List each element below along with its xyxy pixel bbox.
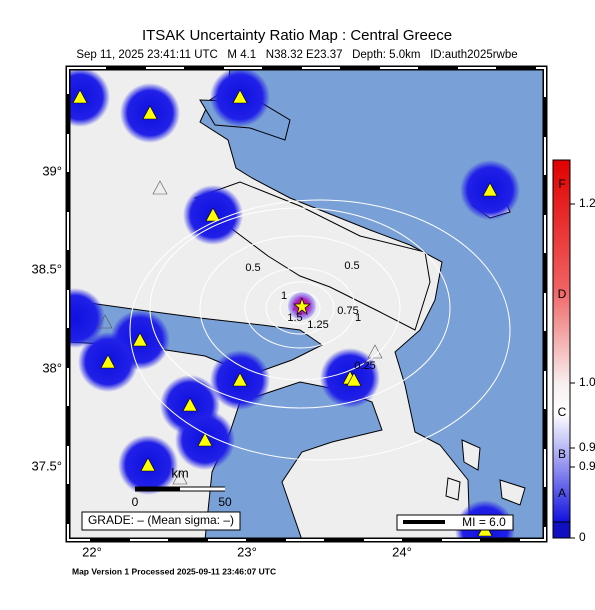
scale-end: 50 xyxy=(218,495,232,509)
station xyxy=(72,89,88,104)
values: 1.0 xyxy=(579,375,595,389)
station-zone xyxy=(68,288,105,348)
map-area xyxy=(68,68,545,540)
contour-labels: 1.25 xyxy=(307,319,328,331)
station xyxy=(142,105,158,120)
colorbar-base xyxy=(552,521,571,539)
grade-box xyxy=(81,511,241,531)
map-mi-box: MI = 6.0 xyxy=(462,515,506,529)
station xyxy=(197,432,213,447)
contour-labels: 0.25 xyxy=(354,360,375,372)
contours xyxy=(129,199,511,461)
contour-labels: 0.5 xyxy=(344,260,359,272)
station xyxy=(152,180,168,195)
station xyxy=(132,332,148,347)
contour-labels: 1 xyxy=(281,290,287,302)
station xyxy=(140,457,156,472)
values: 1.2 xyxy=(579,196,595,210)
map-footer: Map Version 1 Processed 2025-09-11 23:46… xyxy=(72,566,276,576)
lon-labels: 24° xyxy=(392,544,412,559)
values: 0.9 xyxy=(579,459,595,473)
grades: A xyxy=(558,486,566,500)
colorbar xyxy=(552,159,571,523)
station xyxy=(346,372,362,387)
values: 0.9 xyxy=(579,440,595,454)
station xyxy=(205,207,221,222)
map-grade-box: GRADE: – (Mean sigma: –) xyxy=(88,513,234,527)
contour-labels: 0.75 xyxy=(337,305,358,317)
grades: B xyxy=(558,447,566,461)
station xyxy=(232,89,248,104)
station xyxy=(232,372,248,387)
lat-labels: 37.5° xyxy=(31,458,62,473)
scale-unit: km xyxy=(171,465,188,480)
aegean-sea xyxy=(199,68,545,540)
station xyxy=(172,470,188,485)
station xyxy=(100,354,116,369)
contour-labels: 1 xyxy=(355,312,361,324)
grades: D xyxy=(558,287,567,301)
lat-labels: 39° xyxy=(42,163,62,178)
evia xyxy=(194,181,431,331)
station xyxy=(97,314,113,329)
lat-labels: 38° xyxy=(42,360,62,375)
lon-labels: 22° xyxy=(82,544,102,559)
station xyxy=(367,344,383,359)
contour-labels: 0.5 xyxy=(245,262,260,274)
epicenter xyxy=(293,296,311,316)
map-subtitle: Sep 11, 2025 23:41:11 UTC M 4.1 N38.32 E… xyxy=(76,49,517,61)
lon-labels: 23° xyxy=(237,544,257,559)
station xyxy=(482,182,498,197)
grades: F xyxy=(558,177,565,191)
scale-start: 0 xyxy=(132,495,139,509)
grades: C xyxy=(558,405,567,419)
frame-dash xyxy=(67,67,546,541)
map-title: ITSAK Uncertainty Ratio Map : Central Gr… xyxy=(142,27,452,44)
station xyxy=(182,397,198,412)
station-zone xyxy=(68,68,110,127)
lat-labels: 38.5° xyxy=(31,261,62,276)
mi-box xyxy=(396,514,514,531)
islands xyxy=(445,439,526,506)
contour-labels: 1.5 xyxy=(287,312,302,324)
values: 0 xyxy=(579,530,586,544)
